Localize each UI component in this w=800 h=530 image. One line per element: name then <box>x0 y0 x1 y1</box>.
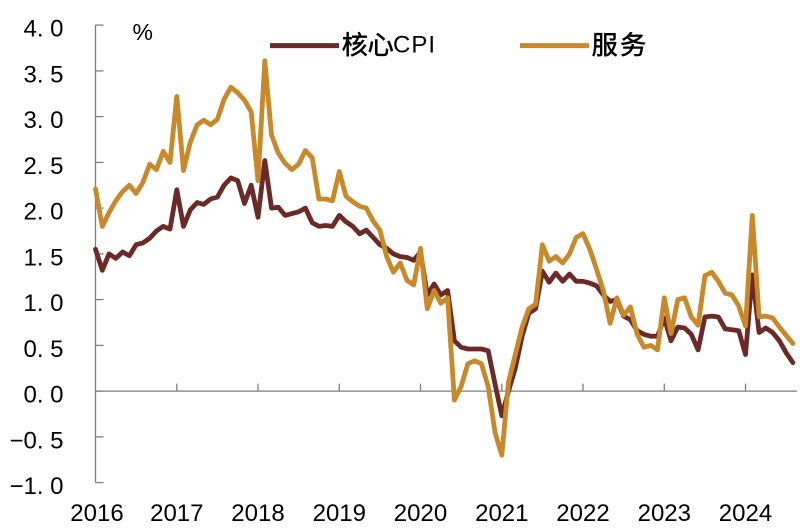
svg-text:1. 0: 1. 0 <box>23 290 63 317</box>
svg-text:0. 0: 0. 0 <box>23 382 63 409</box>
svg-text:2016: 2016 <box>70 500 123 527</box>
svg-text:2. 0: 2. 0 <box>23 199 63 226</box>
svg-text:2024: 2024 <box>719 500 772 527</box>
svg-text:−1. 0: −1. 0 <box>9 473 63 500</box>
svg-text:2023: 2023 <box>638 500 691 527</box>
svg-text:1. 5: 1. 5 <box>23 244 63 271</box>
svg-text:2022: 2022 <box>556 500 609 527</box>
svg-text:2017: 2017 <box>150 500 203 527</box>
svg-text:0. 5: 0. 5 <box>23 336 63 363</box>
svg-text:3. 0: 3. 0 <box>23 107 63 134</box>
svg-text:CPI: CPI <box>393 31 436 58</box>
svg-text:%: % <box>133 19 153 45</box>
svg-text:4. 0: 4. 0 <box>23 16 63 43</box>
svg-text:2021: 2021 <box>475 500 528 527</box>
svg-text:2018: 2018 <box>231 500 284 527</box>
svg-text:2020: 2020 <box>394 500 447 527</box>
svg-text:−0. 5: −0. 5 <box>9 427 63 454</box>
svg-text:2. 5: 2. 5 <box>23 153 63 180</box>
svg-text:2019: 2019 <box>313 500 366 527</box>
svg-text:3. 5: 3. 5 <box>23 61 63 88</box>
